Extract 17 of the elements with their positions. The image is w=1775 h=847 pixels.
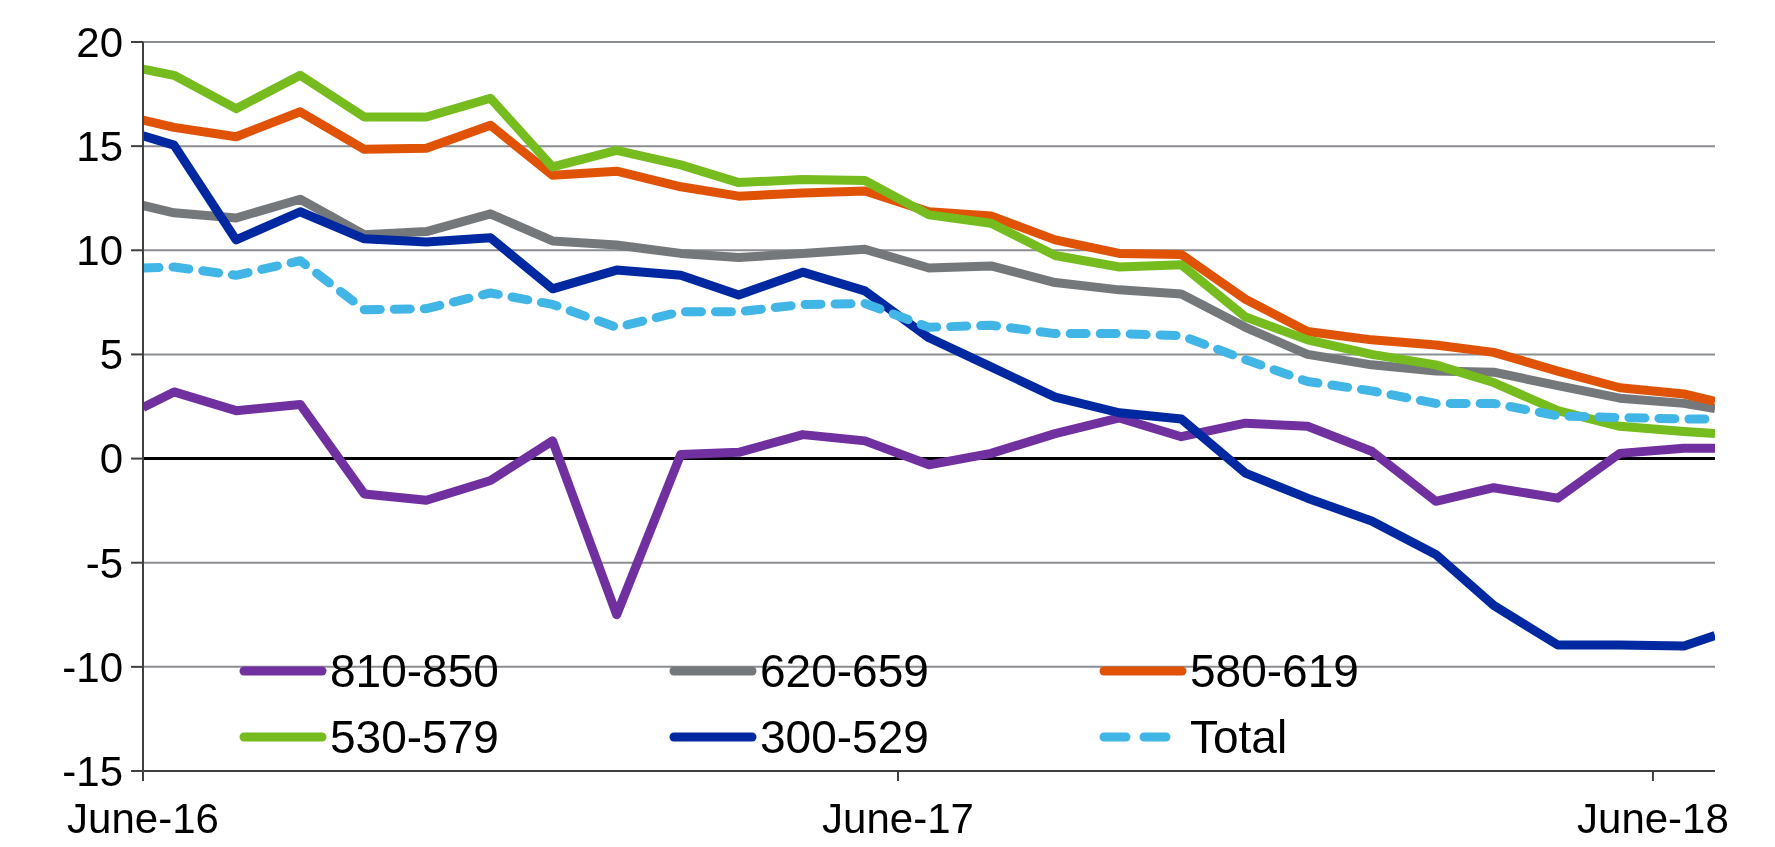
legend-label: 530-579 (330, 710, 499, 764)
y-tick-label: 20 (76, 18, 123, 66)
legend-label: 810-850 (330, 644, 499, 698)
legend-label: 580-619 (1190, 644, 1359, 698)
y-tick-label: -5 (85, 539, 123, 587)
x-tick-label: June-17 (822, 794, 974, 842)
legend-label: 620-659 (760, 644, 929, 698)
legend-label: Total (1190, 710, 1288, 764)
y-tick-label: 10 (76, 227, 123, 275)
y-tick-label: -10 (62, 643, 123, 691)
y-tick-label: 0 (99, 435, 123, 483)
y-tick-label: 5 (99, 331, 123, 379)
y-tick-label: 15 (76, 123, 123, 171)
x-tick-label: June-16 (67, 794, 219, 842)
x-tick-label: June-18 (1577, 794, 1729, 842)
legend-label: 300-529 (760, 710, 929, 764)
y-tick-label: -15 (62, 747, 123, 795)
